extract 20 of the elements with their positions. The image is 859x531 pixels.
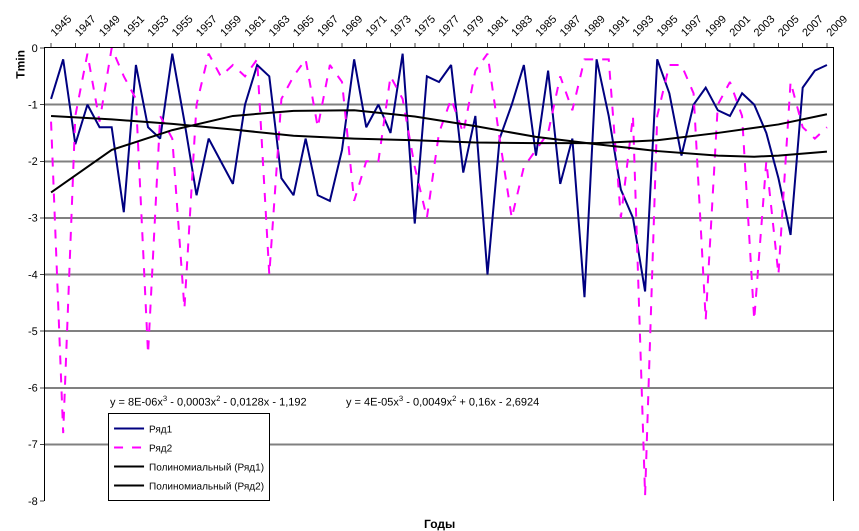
y-tick-label: -4 <box>28 269 38 282</box>
y-tick-label: 0 <box>32 42 38 55</box>
y-tick-label: -6 <box>28 382 38 395</box>
y-tick-label: -3 <box>28 212 38 225</box>
legend-label: Ряд1 <box>149 424 173 436</box>
x-axis-title: Годы <box>424 517 456 531</box>
y-tick-label: -2 <box>28 156 38 168</box>
line-series <box>50 109 828 194</box>
legend-label: Ряд2 <box>149 443 173 454</box>
line-series <box>50 48 828 496</box>
annotation: y = 8E-06x$^{3}$ - 0,0003x$^{2}$ - 0,0128x - 1,192 <box>110 394 307 409</box>
y-tick-label: -8 <box>28 496 38 508</box>
y-tick-label: -7 <box>28 439 38 452</box>
legend-label: Полиномиальный (Ряд1) <box>149 462 264 474</box>
y-tick-label: -1 <box>28 99 38 112</box>
line-series <box>50 52 828 298</box>
y-axis-title: Tmin <box>14 50 28 79</box>
annotation: y = 4E-05x$^{3}$ - 0,0049x$^{2}$ + 0,16x - 2,6924 <box>346 394 540 409</box>
legend-label: Полиномиальный (Ряд2) <box>149 481 264 492</box>
y-tick-label: -5 <box>28 326 38 338</box>
